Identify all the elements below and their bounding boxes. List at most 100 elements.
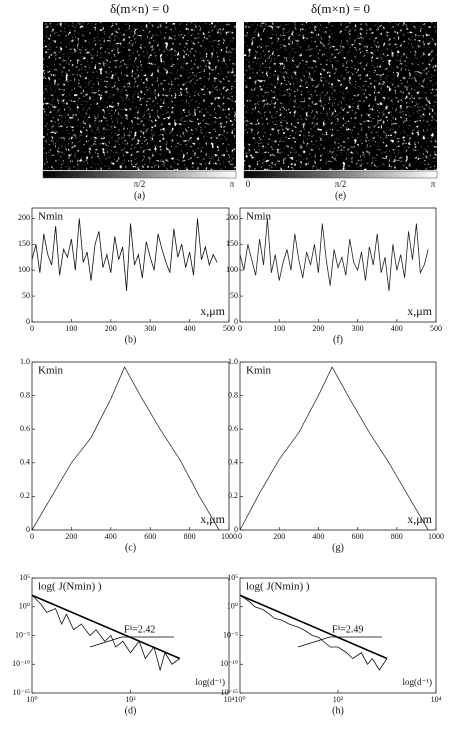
plot-frame	[239, 361, 437, 531]
annotation: Fᵟ=2.49	[332, 624, 363, 635]
panel-title: δ(m×n) = 0	[110, 1, 169, 16]
panel-caption: (e)	[335, 190, 346, 201]
plot-frame	[31, 207, 230, 323]
colorbar-label: π	[431, 179, 436, 189]
x-axis-label: x,μm	[407, 512, 432, 526]
y-axis-label: Nmin	[38, 211, 64, 223]
y-tick-label: 0.6	[20, 424, 30, 433]
y-tick-label: 1.0	[20, 357, 30, 366]
x-tick-label: 100	[273, 324, 285, 333]
x-axis-label: x,μm	[407, 304, 432, 318]
y-tick-label: 10⁻¹⁰	[12, 659, 30, 668]
annotation-leader	[89, 636, 123, 648]
x-tick-label: 10²	[125, 695, 136, 704]
x-tick-label: 200	[312, 324, 324, 333]
y-tick-label: 100	[18, 265, 30, 274]
y-tick-label: 10⁻¹⁵	[13, 688, 31, 697]
x-tick-label: 0	[30, 532, 34, 541]
x-tick-label: 800	[391, 532, 403, 541]
y-axis-label: Kmin	[246, 365, 272, 377]
colorbar	[42, 170, 237, 179]
x-tick-label: 10⁴	[224, 695, 235, 704]
x-axis-label: log(d⁻¹)	[403, 677, 432, 687]
y-axis-label: log( J(Nmin) )	[38, 581, 102, 593]
y-tick-label: 200	[226, 213, 238, 222]
data-line	[239, 594, 388, 671]
data-line	[31, 366, 220, 531]
plot-frame	[239, 207, 437, 323]
panel-caption: (c)	[125, 542, 136, 553]
fit-line	[31, 594, 181, 660]
x-axis-label: log(d⁻¹)	[196, 677, 225, 687]
y-tick-label: 0.8	[228, 390, 238, 399]
x-tick-label: 200	[105, 324, 117, 333]
y-tick-label: 10⁻⁵	[223, 630, 238, 639]
y-tick-label: 0	[234, 525, 238, 534]
plot-frame	[31, 361, 230, 531]
x-tick-label: 10⁴	[431, 695, 442, 704]
y-tick-label: 50	[22, 291, 30, 300]
y-axis-label: Nmin	[246, 211, 272, 223]
y-tick-label: 10⁻⁵	[15, 630, 30, 639]
y-tick-label: 10⁵	[19, 573, 30, 582]
panel-caption: (h)	[332, 705, 344, 716]
y-tick-label: 100	[226, 265, 238, 274]
y-tick-label: 150	[226, 239, 238, 248]
colorbar-label: π/2	[335, 179, 347, 189]
colorbar-label: π/2	[134, 179, 146, 189]
x-tick-label: 0	[238, 532, 242, 541]
x-tick-label: 300	[144, 324, 156, 333]
x-tick-label: 400	[391, 324, 403, 333]
colorbar	[243, 170, 438, 179]
y-axis-label: Kmin	[38, 365, 64, 377]
y-tick-label: 1.0	[228, 357, 238, 366]
x-tick-label: 400	[105, 532, 117, 541]
y-tick-label: 10⁻¹⁵	[221, 688, 239, 697]
y-tick-label: 10⁵	[227, 573, 238, 582]
y-tick-label: 0.4	[228, 458, 238, 467]
y-tick-label: 10⁻¹⁰	[220, 659, 238, 668]
x-tick-label: 1000	[428, 532, 444, 541]
x-tick-label: 0	[238, 324, 242, 333]
x-tick-label: 100	[65, 324, 77, 333]
data-line	[239, 366, 429, 531]
panel-caption: (d)	[125, 705, 137, 716]
y-tick-label: 0.6	[228, 424, 238, 433]
plot-frame	[239, 577, 437, 694]
panel-title: δ(m×n) = 0	[311, 1, 370, 16]
y-tick-label: 0.4	[20, 458, 30, 467]
x-tick-label: 400	[184, 324, 196, 333]
y-tick-label: 0	[26, 525, 30, 534]
x-tick-label: 500	[430, 324, 442, 333]
panel-caption: (f)	[333, 334, 343, 345]
colorbar-label: π	[230, 179, 235, 189]
y-tick-label: 0	[26, 317, 30, 326]
y-tick-label: 0.2	[228, 491, 238, 500]
x-tick-label: 800	[184, 532, 196, 541]
panel-caption: (g)	[332, 542, 344, 553]
x-tick-label: 10⁰	[26, 695, 37, 704]
x-tick-label: 600	[144, 532, 156, 541]
x-tick-label: 10⁰	[234, 695, 245, 704]
x-tick-label: 200	[65, 532, 77, 541]
x-tick-label: 300	[352, 324, 364, 333]
panel-caption: (a)	[134, 190, 145, 201]
plot-frame	[31, 577, 230, 694]
y-tick-label: 10⁰	[227, 602, 238, 611]
y-tick-label: 0.2	[20, 491, 30, 500]
x-tick-label: 10²	[333, 695, 344, 704]
data-line	[239, 218, 429, 291]
x-axis-label: x,μm	[200, 304, 225, 318]
annotation-leader	[297, 636, 331, 648]
phase-image-texture	[43, 22, 236, 170]
x-tick-label: 1000	[221, 532, 237, 541]
y-axis-label: log( J(Nmin) )	[246, 581, 310, 593]
x-tick-label: 200	[273, 532, 285, 541]
phase-image-texture	[244, 22, 437, 170]
y-tick-label: 50	[230, 291, 238, 300]
y-tick-label: 0	[234, 317, 238, 326]
fit-line	[239, 594, 388, 660]
colorbar-label: 0	[246, 179, 251, 189]
annotation: Fᵟ=2.42	[124, 624, 155, 635]
